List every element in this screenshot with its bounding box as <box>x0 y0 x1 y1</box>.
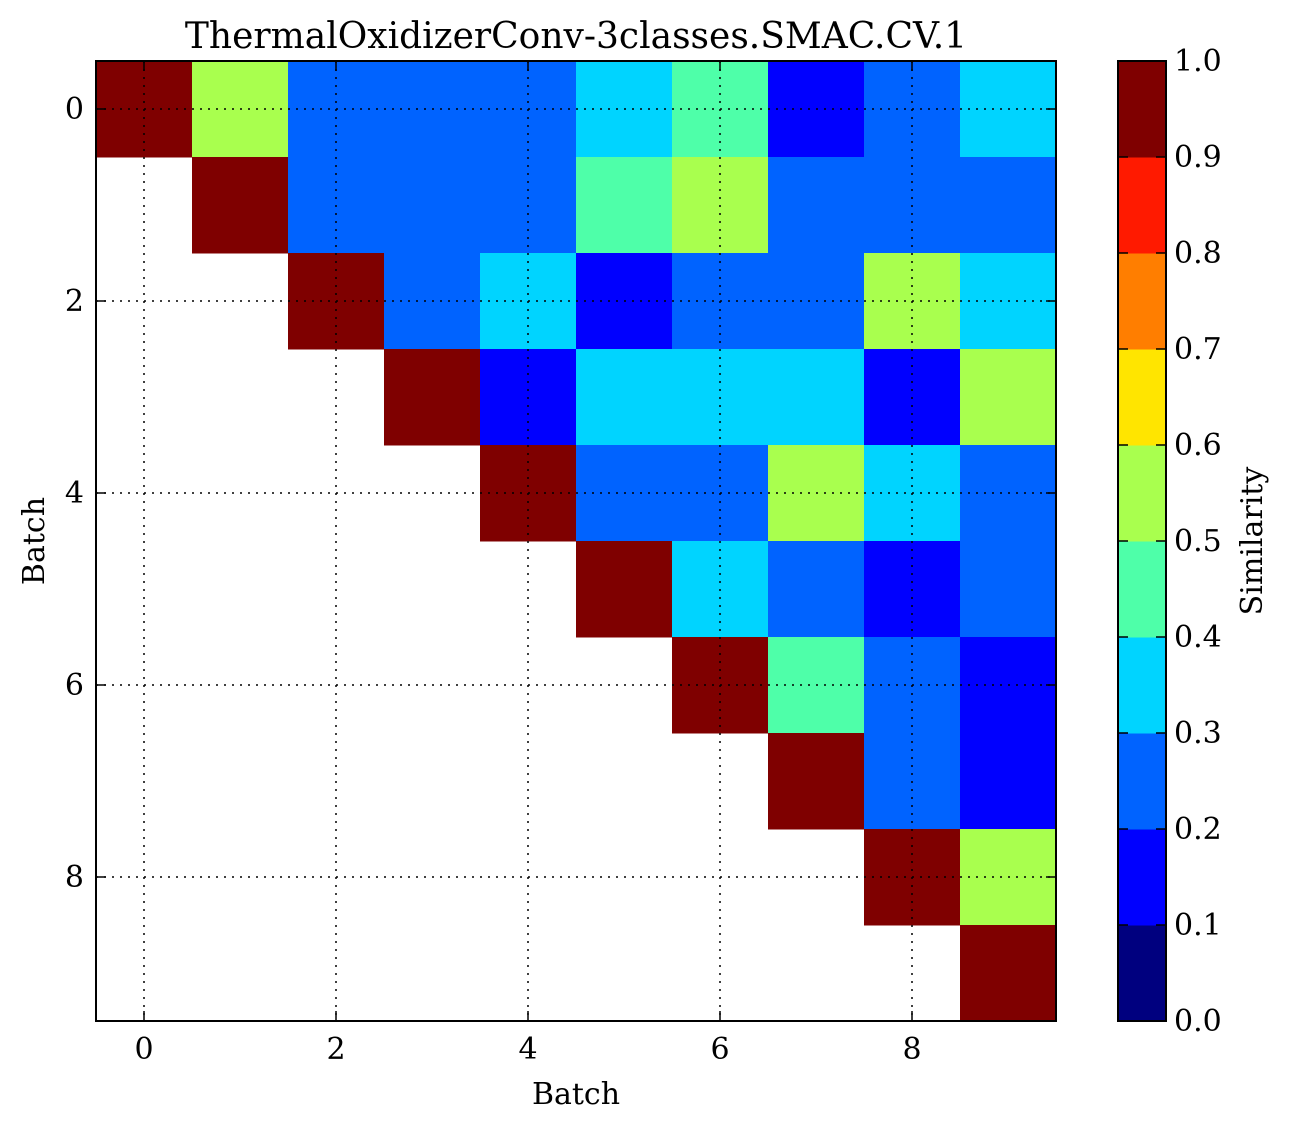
colorbar-bin <box>1118 349 1166 446</box>
y-tick-label: 4 <box>65 476 84 511</box>
heatmap-cell-3-3 <box>384 349 481 446</box>
colorbar-bin <box>1118 445 1166 542</box>
colorbar-tick-label: 0.7 <box>1174 332 1222 367</box>
heatmap-cell-5-7 <box>768 541 865 638</box>
heatmap-cell-7-7 <box>768 733 865 830</box>
heatmap-cell-5-9 <box>960 541 1057 638</box>
heatmap-cell-1-7 <box>768 157 865 254</box>
heatmap-cell-1-1 <box>192 157 289 254</box>
colorbar-tick-label: 0.9 <box>1174 140 1222 175</box>
colorbar-bin <box>1118 541 1166 638</box>
y-tick-label: 0 <box>65 92 84 127</box>
colorbar-label: Similarity <box>1235 467 1270 616</box>
heatmap-cell-3-9 <box>960 349 1057 446</box>
colorbar-tick-label: 0.2 <box>1174 812 1222 847</box>
heatmap-cell-1-9 <box>960 157 1057 254</box>
y-tick-label: 2 <box>65 284 84 319</box>
y-tick-label: 8 <box>65 860 84 895</box>
colorbar: 0.0 0.1 0.2 0.3 0.4 0.5 0.6 0.7 0.8 0.9 1.0 <box>1117 44 1222 1039</box>
colorbar-tick-label: 0.3 <box>1174 716 1222 751</box>
colorbar-bin <box>1118 733 1166 830</box>
x-axis-label: Batch <box>532 1077 620 1112</box>
colorbar-tick-label: 0.8 <box>1174 236 1222 271</box>
colorbar-bin <box>1118 157 1166 254</box>
heatmap-cell-1-5 <box>576 157 673 254</box>
axis-ticks: 0 2 4 6 8 0 2 4 6 8 <box>65 61 1056 1067</box>
colorbar-bin <box>1118 829 1166 926</box>
colorbar-bin <box>1118 61 1166 158</box>
colorbar-tick-label: 0.4 <box>1174 620 1222 655</box>
heatmap-cell-3-5 <box>576 349 673 446</box>
x-tick-label: 6 <box>710 1032 729 1067</box>
x-tick-label: 2 <box>326 1032 345 1067</box>
x-tick-label: 4 <box>518 1032 537 1067</box>
chart-title: ThermalOxidizerConv-3classes.SMAC.CV.1 <box>185 16 967 57</box>
x-tick-label: 0 <box>134 1032 153 1067</box>
colorbar-tick-label: 0.1 <box>1174 908 1222 943</box>
colorbar-tick-label: 0.5 <box>1174 524 1222 559</box>
heatmap-cell-5-5 <box>576 541 673 638</box>
heatmap-cell-3-7 <box>768 349 865 446</box>
heatmap-cell-7-9 <box>960 733 1057 830</box>
colorbar-tick-label: 0.0 <box>1174 1004 1222 1039</box>
colorbar-tick-label: 1.0 <box>1174 44 1222 79</box>
grid-lines <box>96 61 1056 1021</box>
y-axis-label: Batch <box>17 497 52 585</box>
heatmap-cell-1-3 <box>384 157 481 254</box>
plot-frame <box>95 60 1057 1022</box>
x-tick-label: 8 <box>902 1032 921 1067</box>
colorbar-bin <box>1118 253 1166 350</box>
colorbar-tick-label: 0.6 <box>1174 428 1222 463</box>
y-tick-label: 6 <box>65 668 84 703</box>
heatmap-cell-9-9 <box>960 925 1057 1022</box>
colorbar-bin <box>1118 637 1166 734</box>
colorbar-bin <box>1118 925 1166 1022</box>
